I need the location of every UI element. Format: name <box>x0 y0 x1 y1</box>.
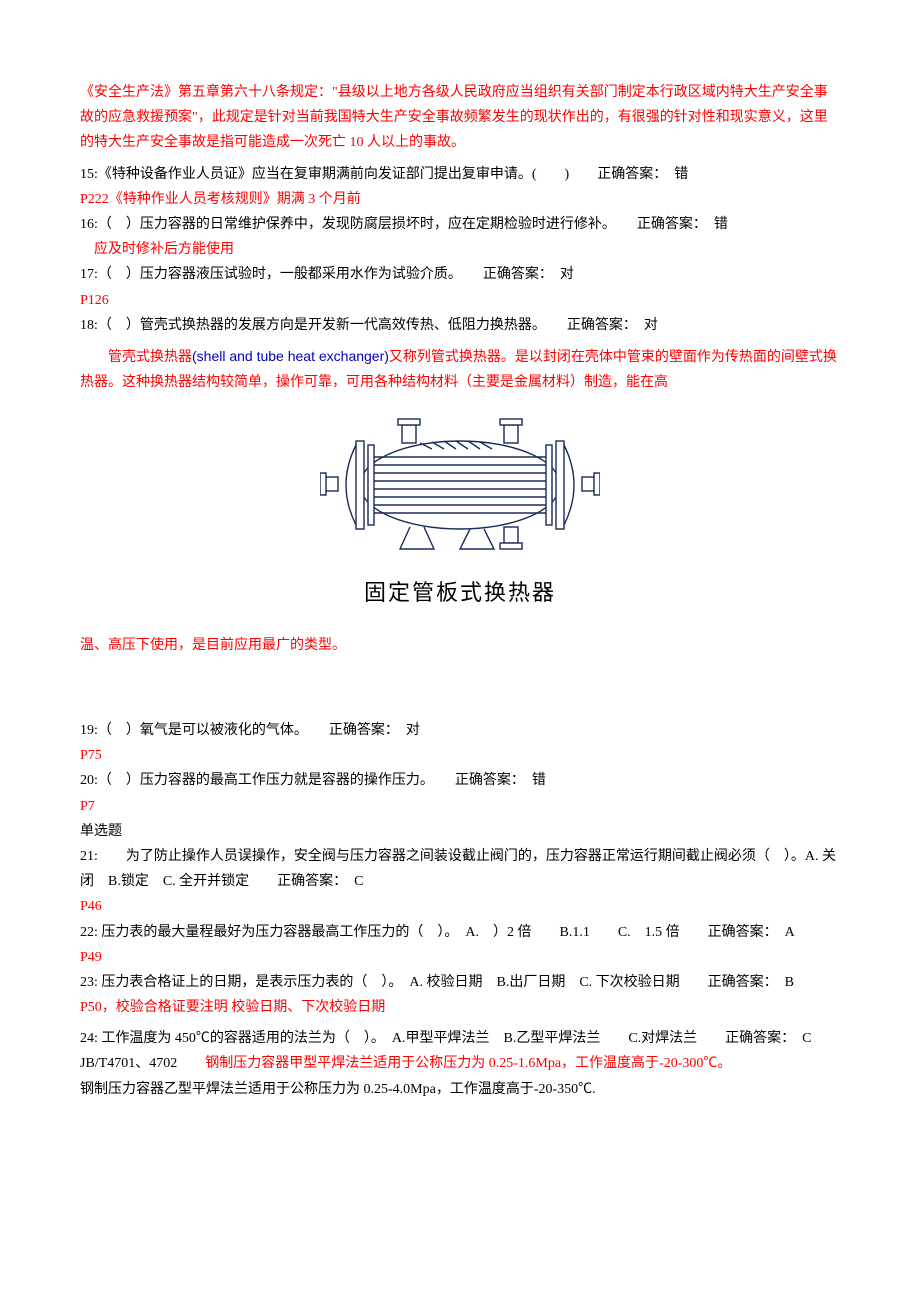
question-19: 19:（ ）氧气是可以被液化的气体。 正确答案： 对 <box>80 718 840 743</box>
q24-std-ref: JB/T4701、4702 <box>80 1056 205 1071</box>
shell-tube-paragraph-1: 管壳式换热器(shell and tube heat exchanger)又称列… <box>80 344 840 395</box>
question-16-note: 应及时修补后方能使用 <box>80 237 840 262</box>
question-22: 22: 压力表的最大量程最好为压力容器最高工作压力的（ ）。 A. ）2 倍 B… <box>80 920 840 945</box>
heat-exchanger-diagram <box>320 405 600 555</box>
question-24: 24: 工作温度为 450℃的容器适用的法兰为（ ）。 A.甲型平焊法兰 B.乙… <box>80 1026 840 1051</box>
heat-exchanger-figure: 固定管板式换热器 <box>80 405 840 613</box>
question-17: 17:（ ）压力容器液压试验时，一般都采用水作为试验介质。 正确答案： 对 <box>80 262 840 287</box>
shell-term-cn: 管壳式换热器 <box>108 350 192 365</box>
question-21: 21: 为了防止操作人员误操作，安全阀与压力容器之间装设截止阀门的，压力容器正常… <box>80 844 840 894</box>
question-19-note: P75 <box>80 743 840 768</box>
question-20-note: P7 <box>80 794 840 819</box>
question-23-note: P50，校验合格证要注明 校验日期、下次校验日期 <box>80 995 840 1020</box>
figure-caption: 固定管板式换热器 <box>80 573 840 613</box>
question-15: 15:《特种设备作业人员证》应当在复审期满前向发证部门提出复审申请。( ) 正确… <box>80 162 840 187</box>
question-17-note: P126 <box>80 288 840 313</box>
shell-term-en: (shell and tube heat exchanger) <box>192 348 389 364</box>
question-24-note-line1: JB/T4701、4702 钢制压力容器甲型平焊法兰适用于公称压力为 0.25-… <box>80 1051 840 1076</box>
question-22-note: P49 <box>80 945 840 970</box>
question-15-note: P222《特种作业人员考核规则》期满 3 个月前 <box>80 187 840 212</box>
question-18: 18:（ ）管壳式换热器的发展方向是开发新一代高效传热、低阻力换热器。 正确答案… <box>80 313 840 338</box>
question-21-note: P46 <box>80 894 840 919</box>
question-20: 20:（ ）压力容器的最高工作压力就是容器的操作压力。 正确答案： 错 <box>80 768 840 793</box>
intro-paragraph: 《安全生产法》第五章第六十八条规定："县级以上地方各级人民政府应当组织有关部门制… <box>80 80 840 156</box>
question-16: 16:（ ）压力容器的日常维护保养中，发现防腐层损坏时，应在定期检验时进行修补。… <box>80 212 840 237</box>
section-single-choice: 单选题 <box>80 819 840 844</box>
question-24-note-line2: 钢制压力容器乙型平焊法兰适用于公称压力为 0.25-4.0Mpa，工作温度高于-… <box>80 1077 840 1102</box>
shell-tube-paragraph-2: 温、高压下使用，是目前应用最广的类型。 <box>80 633 840 658</box>
question-23: 23: 压力表合格证上的日期，是表示压力表的（ ）。 A. 校验日期 B.出厂日… <box>80 970 840 995</box>
q24-note-red: 钢制压力容器甲型平焊法兰适用于公称压力为 0.25-1.6Mpa，工作温度高于-… <box>205 1056 731 1071</box>
